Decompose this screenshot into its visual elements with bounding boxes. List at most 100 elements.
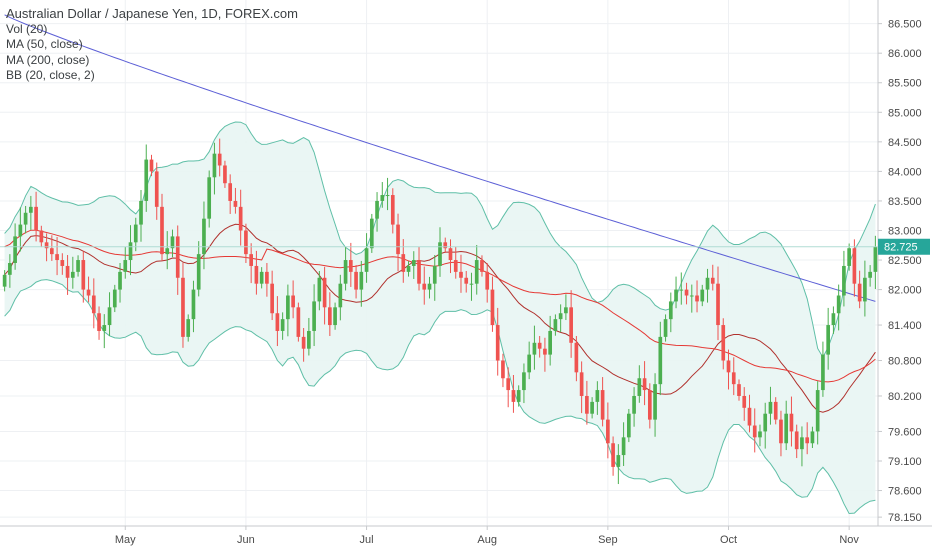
- candle-body: [369, 218, 374, 249]
- candle-body: [684, 289, 689, 296]
- candle: [532, 325, 537, 370]
- candle-body: [191, 289, 196, 320]
- chart-legend: Australian Dollar / Japanese Yen, 1D, FO…: [6, 6, 298, 84]
- candle-body: [291, 295, 295, 308]
- candle-body: [207, 177, 212, 219]
- candle-body: [773, 401, 778, 420]
- candle: [469, 272, 474, 301]
- candle-body: [653, 384, 657, 420]
- candle-body: [112, 289, 117, 308]
- candle: [863, 260, 867, 317]
- candle: [842, 250, 846, 307]
- candle-body: [249, 254, 253, 266]
- price-tick-label: 86.500: [888, 19, 922, 31]
- candle: [65, 255, 70, 295]
- candle: [716, 266, 720, 341]
- candle-body: [443, 242, 448, 249]
- candle-body: [44, 242, 49, 249]
- volume-indicator-label[interactable]: Vol (20): [6, 21, 48, 36]
- candle-body: [286, 295, 290, 320]
- bollinger-band-fill: [4, 122, 876, 514]
- candle-body: [590, 401, 594, 414]
- candle: [23, 205, 28, 234]
- candle: [385, 177, 390, 211]
- candle-body: [637, 378, 642, 396]
- candle-body: [857, 283, 862, 302]
- candle: [611, 436, 615, 476]
- candle-body: [600, 390, 605, 420]
- price-tick-label: 78.150: [888, 512, 922, 524]
- symbol-title[interactable]: Australian Dollar / Japanese Yen, 1D, FO…: [6, 6, 298, 21]
- candle-body: [532, 342, 537, 355]
- candle: [375, 192, 379, 232]
- candle-body: [270, 283, 274, 314]
- candle: [196, 241, 201, 297]
- candle-body: [65, 265, 70, 278]
- candle-body: [511, 390, 516, 402]
- candle: [233, 187, 238, 214]
- candle: [55, 236, 59, 276]
- candle: [752, 408, 757, 453]
- candle-body: [18, 224, 23, 237]
- candle-body: [107, 307, 112, 326]
- ma-50-indicator-label[interactable]: MA (50, close): [6, 37, 83, 51]
- candle-body: [390, 195, 395, 225]
- candle: [432, 255, 437, 301]
- candle: [91, 278, 96, 329]
- candle: [270, 270, 274, 321]
- candle-body: [359, 271, 364, 290]
- candle-body: [39, 230, 44, 243]
- candle-body: [254, 265, 259, 284]
- bollinger-lower-band: [4, 279, 876, 515]
- candle-body: [401, 254, 406, 272]
- candle: [868, 265, 872, 287]
- candle: [333, 302, 337, 330]
- candle-body: [2, 274, 7, 287]
- candle-body: [868, 271, 872, 278]
- candle-body: [60, 260, 65, 266]
- candle-body: [280, 319, 285, 331]
- candle-body: [202, 218, 206, 255]
- candle: [689, 284, 694, 313]
- candle-body: [165, 248, 170, 255]
- candle: [118, 263, 122, 303]
- candle: [228, 174, 233, 214]
- candle: [154, 162, 159, 220]
- candle-body: [23, 212, 28, 225]
- candle-body: [485, 271, 490, 290]
- candle-body: [490, 289, 495, 326]
- candle: [805, 422, 810, 455]
- candle: [548, 315, 552, 366]
- candle: [49, 235, 54, 261]
- candle-body: [695, 295, 699, 302]
- candle: [301, 328, 306, 362]
- candle-body: [160, 206, 164, 255]
- candle-body: [8, 263, 12, 275]
- candle-body: [852, 248, 857, 284]
- candle-body: [606, 419, 610, 444]
- price-tick-label: 84.500: [888, 137, 922, 149]
- candle-body: [364, 248, 369, 272]
- candle: [789, 396, 794, 447]
- candle-body: [13, 236, 17, 263]
- candle-body: [569, 307, 573, 343]
- candle-body: [123, 260, 128, 272]
- candle: [763, 402, 768, 449]
- candle-body: [464, 277, 469, 284]
- candle: [742, 387, 747, 421]
- price-tick-label: 80.200: [888, 391, 922, 403]
- candle: [86, 276, 91, 303]
- time-tick-label: Sep: [598, 534, 618, 546]
- candle: [700, 284, 705, 307]
- candle: [705, 268, 710, 303]
- candle-body: [474, 260, 479, 284]
- ma-200-indicator-label[interactable]: MA (200, close): [6, 52, 90, 67]
- candle: [422, 266, 427, 305]
- last-price-label: 82.725: [884, 242, 918, 254]
- bollinger-indicator-label[interactable]: BB (20, close, 2): [6, 68, 95, 82]
- candle: [569, 290, 573, 358]
- candle-body: [647, 390, 652, 420]
- time-tick-label: Jul: [360, 534, 374, 546]
- candle-body: [595, 390, 600, 402]
